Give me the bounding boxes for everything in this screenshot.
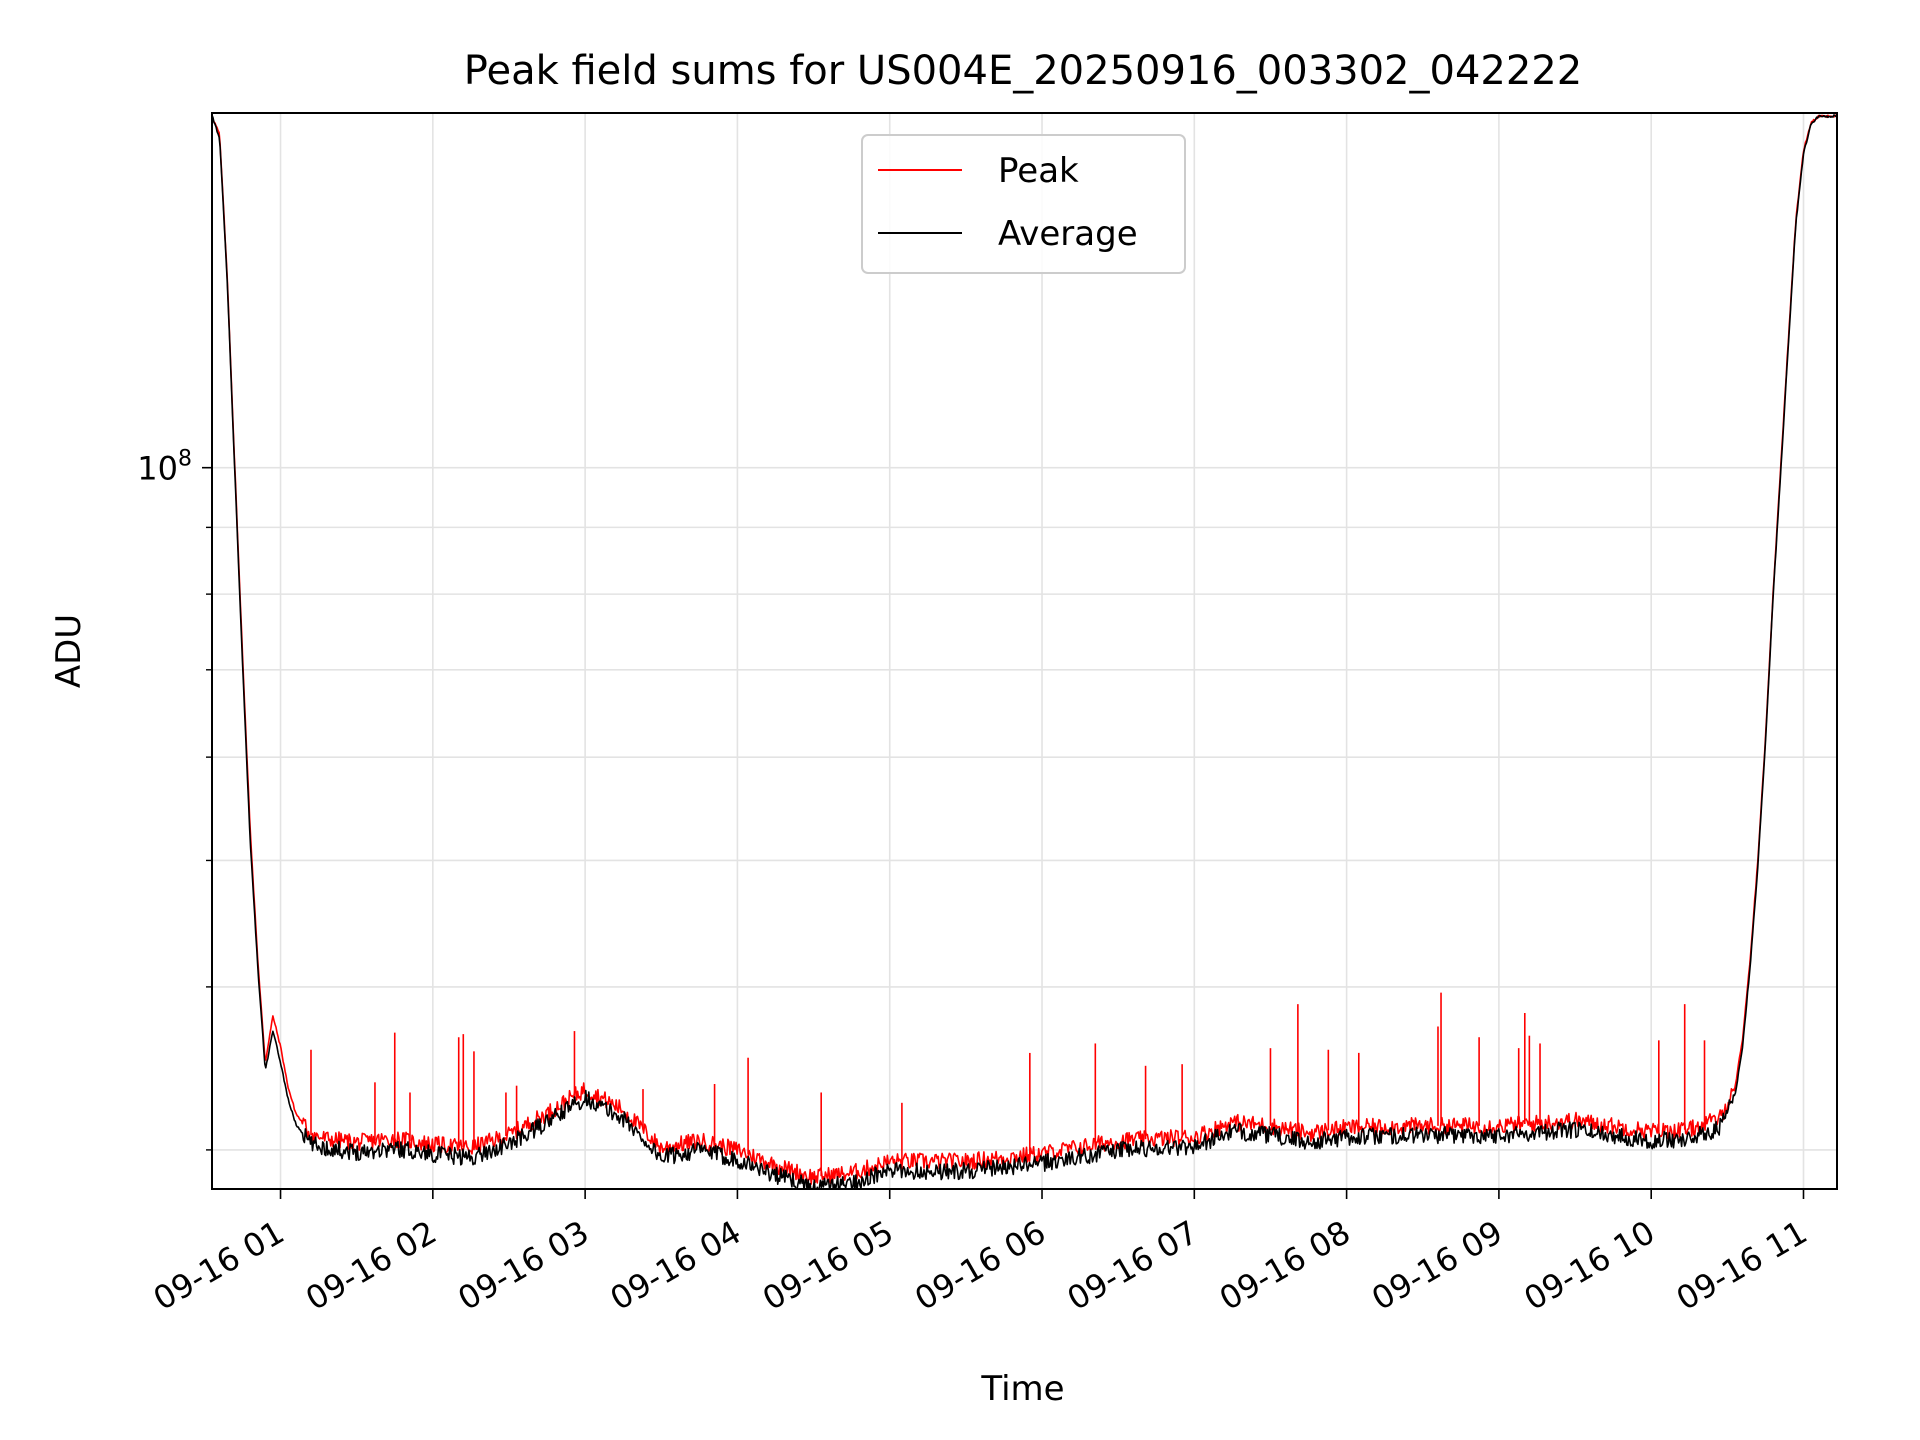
legend-peak-label: Peak <box>998 151 1079 191</box>
y-axis: 108 <box>137 447 212 1151</box>
grid <box>212 113 1837 1189</box>
legend-average-label: Average <box>998 214 1138 254</box>
series-line-average <box>212 114 1837 1189</box>
axes-frame <box>211 112 1838 1190</box>
x-axis-label: Time <box>980 1369 1064 1409</box>
y-tick-label: 108 <box>137 447 192 488</box>
plot-area <box>212 114 1837 1189</box>
legend: Peak Average <box>861 134 1186 274</box>
chart-title: Peak field sums for US004E_20250916_0033… <box>464 48 1582 94</box>
series-group <box>212 114 1837 1189</box>
y-axis-label: ADU <box>49 614 89 688</box>
